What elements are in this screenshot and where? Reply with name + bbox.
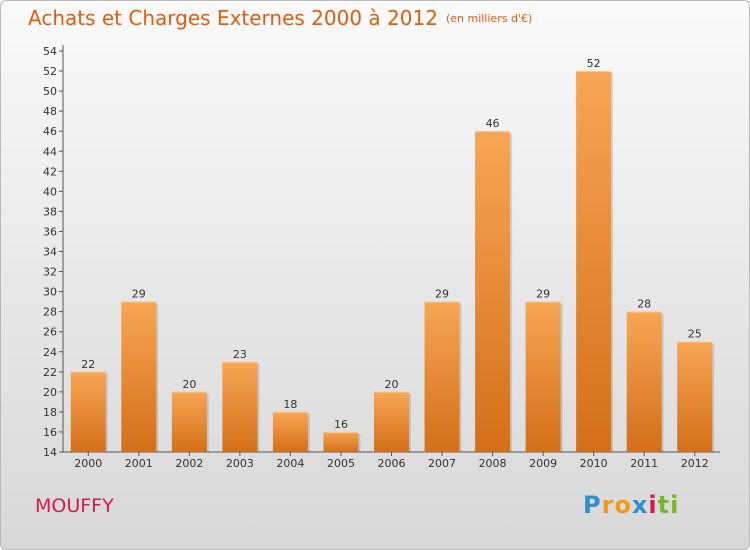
x-tick-label: 2012 xyxy=(681,457,709,470)
bar xyxy=(475,131,511,452)
y-tick-label: 22 xyxy=(43,366,57,379)
y-tick-label: 44 xyxy=(43,145,57,158)
data-label: 20 xyxy=(182,378,196,391)
data-label: 28 xyxy=(637,298,651,311)
data-label: 18 xyxy=(283,398,297,411)
data-label: 16 xyxy=(334,418,348,431)
bar xyxy=(70,371,106,452)
proxiti-logo: Proxiti xyxy=(583,491,679,519)
logo-letter: o xyxy=(614,491,632,519)
y-tick-label: 54 xyxy=(43,45,57,58)
city-name: MOUFFY xyxy=(35,495,114,517)
data-label: 25 xyxy=(688,328,702,341)
y-tick-label: 40 xyxy=(43,185,57,198)
y-tick-label: 26 xyxy=(43,326,57,339)
y-tick-label: 18 xyxy=(43,406,57,419)
bar xyxy=(626,311,662,452)
chart-title: Achats et Charges Externes 2000 à 2012 (e… xyxy=(28,6,532,30)
x-tick-label: 2001 xyxy=(125,457,153,470)
x-tick-label: 2000 xyxy=(74,457,102,470)
y-tick-label: 34 xyxy=(43,246,57,259)
y-tick-label: 38 xyxy=(43,205,57,218)
bar xyxy=(374,391,409,452)
x-tick-label: 2003 xyxy=(226,457,254,470)
y-tick-label: 36 xyxy=(43,225,57,238)
x-tick-label: 2004 xyxy=(276,457,304,470)
y-tick-label: 46 xyxy=(43,125,57,138)
bar xyxy=(323,431,359,452)
logo-letter: r xyxy=(601,491,615,519)
x-tick-label: 2011 xyxy=(630,457,658,470)
y-tick-label: 52 xyxy=(43,65,57,78)
data-label: 23 xyxy=(233,348,247,361)
data-label: 29 xyxy=(536,288,550,301)
bar xyxy=(424,301,460,452)
bar xyxy=(272,411,308,452)
y-tick-label: 20 xyxy=(43,386,57,399)
y-tick-label: 50 xyxy=(43,85,57,98)
x-tick-label: 2007 xyxy=(428,457,456,470)
y-tick-label: 16 xyxy=(43,426,57,439)
y-tick-label: 24 xyxy=(43,346,57,359)
data-label: 20 xyxy=(385,378,399,391)
logo-letter: x xyxy=(631,491,649,519)
x-tick-label: 2008 xyxy=(479,457,507,470)
logo-letter: i xyxy=(648,491,658,519)
data-label: 46 xyxy=(486,117,500,130)
x-tick-label: 2002 xyxy=(175,457,203,470)
bar xyxy=(576,71,612,453)
y-tick-label: 28 xyxy=(43,306,57,319)
bar xyxy=(121,301,157,452)
data-label: 29 xyxy=(435,288,449,301)
bar xyxy=(222,361,258,452)
y-tick-label: 42 xyxy=(43,165,57,178)
bar xyxy=(677,341,713,452)
x-tick-label: 2005 xyxy=(327,457,355,470)
y-tick-label: 32 xyxy=(43,266,57,279)
data-label: 29 xyxy=(132,288,146,301)
logo-letter: ti xyxy=(657,491,680,519)
x-tick-label: 2009 xyxy=(529,457,557,470)
y-tick-label: 48 xyxy=(43,105,57,118)
bar xyxy=(525,301,561,452)
data-label: 52 xyxy=(587,57,601,70)
logo-letter: P xyxy=(583,491,602,519)
x-tick-label: 2010 xyxy=(580,457,608,470)
data-label: 22 xyxy=(81,358,95,371)
y-tick-label: 30 xyxy=(43,286,57,299)
x-tick-label: 2006 xyxy=(378,457,406,470)
y-tick-label: 14 xyxy=(43,446,57,459)
bar xyxy=(171,391,207,452)
chart-title-text: Achats et Charges Externes 2000 à 2012 xyxy=(28,6,438,30)
chart-subtitle: (en milliers d'€) xyxy=(445,12,533,25)
